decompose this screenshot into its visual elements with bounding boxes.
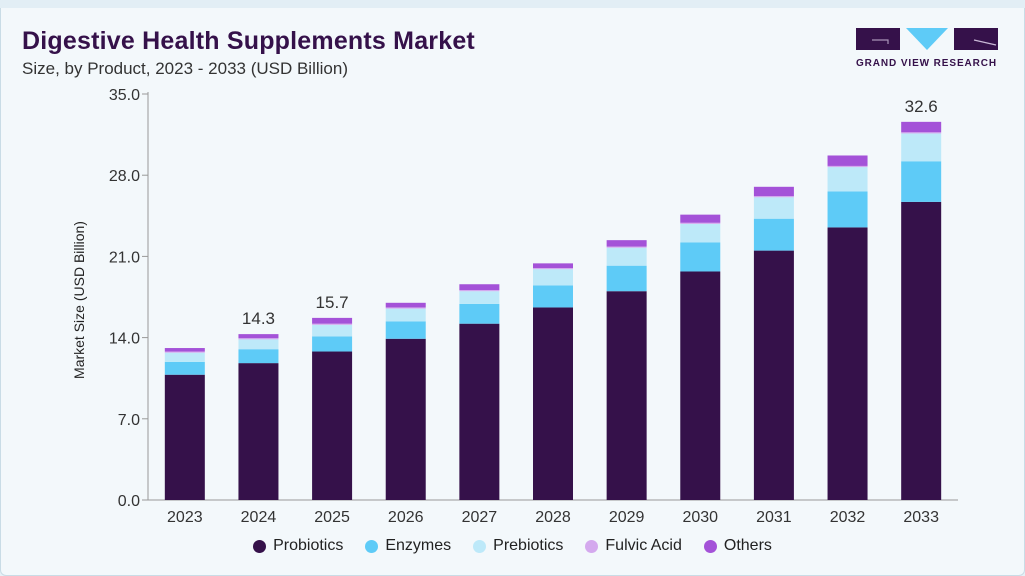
legend-label: Probiotics: [273, 537, 344, 554]
bar-segment-others: [533, 263, 573, 268]
bar-segment-fulvic-acid: [164, 351, 205, 353]
logo-text: GRAND VIEW RESEARCH: [856, 58, 997, 69]
x-tick-label: 2033: [903, 509, 939, 526]
bar-segment-probiotics: [680, 271, 721, 500]
data-label: 14.3: [242, 309, 275, 328]
bar-segment-prebiotics: [164, 352, 205, 362]
legend-item: Enzymes: [365, 537, 451, 555]
legend-label: Prebiotics: [493, 537, 564, 554]
x-tick-label: 2025: [314, 509, 350, 526]
x-tick-label: 2027: [462, 509, 498, 526]
x-tick-label: 2029: [609, 509, 645, 526]
x-tick-label: 2024: [241, 509, 277, 526]
bar-segment-fulvic-acid: [680, 222, 721, 224]
bar-segment-others: [606, 240, 647, 247]
bar-segment-prebiotics: [901, 133, 942, 162]
y-tick-label: 28.0: [109, 168, 140, 185]
bar-segment-probiotics: [753, 250, 794, 500]
bar-segment-fulvic-acid: [238, 338, 279, 340]
legend-item: Probiotics: [253, 537, 343, 555]
bar-segment-enzymes: [680, 242, 721, 272]
x-tick-label: 2023: [167, 509, 203, 526]
bar-segment-others: [312, 317, 353, 324]
data-label: 15.7: [316, 293, 349, 312]
bar-segment-prebiotics: [533, 269, 573, 286]
bar-segment-prebiotics: [827, 167, 868, 192]
legend-swatch: [585, 539, 599, 553]
y-tick-label: 7.0: [118, 412, 140, 429]
bar-segment-prebiotics: [753, 197, 794, 219]
bar-segment-fulvic-acid: [533, 268, 573, 270]
legend-item: Prebiotics: [473, 537, 563, 555]
legend-swatch: [473, 539, 487, 553]
bar-segment-enzymes: [459, 303, 500, 324]
bar-segment-others: [164, 348, 205, 352]
bar-segment-enzymes: [901, 161, 942, 202]
bar-segment-fulvic-acid: [312, 323, 353, 325]
bar-segment-others: [901, 121, 942, 133]
bar-segment-probiotics: [827, 227, 868, 500]
bar-segment-probiotics: [606, 291, 647, 500]
bar-segment-probiotics: [901, 201, 942, 500]
bar-segment-fulvic-acid: [827, 165, 868, 168]
legend-item: Others: [703, 537, 772, 555]
bar-segment-probiotics: [312, 351, 353, 500]
bar-segment-prebiotics: [459, 291, 500, 304]
x-tick-label: 2031: [756, 509, 792, 526]
bar-segment-others: [827, 155, 868, 166]
legend: Probiotics Enzymes Prebiotics Fulvic Acid Ot…: [0, 537, 1025, 555]
bar-segment-probiotics: [164, 374, 205, 500]
bar-segment-fulvic-acid: [385, 307, 426, 309]
y-tick-label: 14.0: [109, 331, 140, 348]
x-tick-label: 2030: [682, 509, 718, 526]
legend-swatch: [703, 539, 717, 553]
bar-segment-fulvic-acid: [606, 246, 647, 248]
x-tick-label: 2032: [830, 509, 866, 526]
bar-segment-prebiotics: [680, 223, 721, 243]
bar-segment-enzymes: [753, 218, 794, 251]
x-tick-label: 2028: [535, 509, 571, 526]
bar-segment-fulvic-acid: [901, 132, 942, 134]
chart-subtitle: Size, by Product, 2023 - 2033 (USD Billi…: [22, 59, 348, 78]
bar-segment-others: [238, 334, 279, 339]
bar-segment-prebiotics: [606, 247, 647, 266]
bar-segment-prebiotics: [238, 339, 279, 350]
bar-segment-enzymes: [164, 361, 205, 375]
bar-segment-enzymes: [238, 349, 279, 364]
data-label: 32.6: [905, 97, 938, 116]
x-tick-label: 2026: [388, 509, 424, 526]
bar-segment-others: [680, 214, 721, 223]
legend-item: Fulvic Acid: [585, 537, 682, 555]
bar-segment-probiotics: [533, 307, 573, 500]
y-axis-title: Market Size (USD Billion): [71, 221, 87, 379]
bar-segment-enzymes: [312, 336, 353, 352]
y-tick-label: 0.0: [118, 493, 140, 510]
bar-segment-fulvic-acid: [753, 196, 794, 198]
y-tick-label: 21.0: [109, 249, 140, 266]
legend-label: Enzymes: [385, 537, 452, 554]
bar-segment-others: [753, 186, 794, 197]
bar-segment-prebiotics: [385, 308, 426, 322]
legend-swatch: [253, 539, 267, 553]
bar-segment-fulvic-acid: [459, 290, 500, 292]
bar-segment-enzymes: [385, 321, 426, 339]
y-tick-label: 35.0: [109, 87, 140, 104]
top-strip: [0, 0, 1025, 8]
bar-segment-probiotics: [459, 323, 500, 500]
bar-segment-enzymes: [533, 285, 573, 308]
legend-label: Fulvic Acid: [605, 537, 682, 554]
legend-swatch: [365, 539, 379, 553]
bar-segment-probiotics: [385, 338, 426, 500]
legend-label: Others: [723, 537, 772, 554]
chart-title: Digestive Health Supplements Market: [22, 27, 475, 55]
bar-segment-prebiotics: [312, 324, 353, 337]
grand-view-research-logo: [856, 28, 998, 50]
bar-segment-enzymes: [606, 265, 647, 292]
bar-segment-others: [459, 284, 500, 291]
bar-segment-probiotics: [238, 363, 279, 500]
bar-segment-enzymes: [827, 191, 868, 228]
bar-segment-others: [385, 302, 426, 308]
